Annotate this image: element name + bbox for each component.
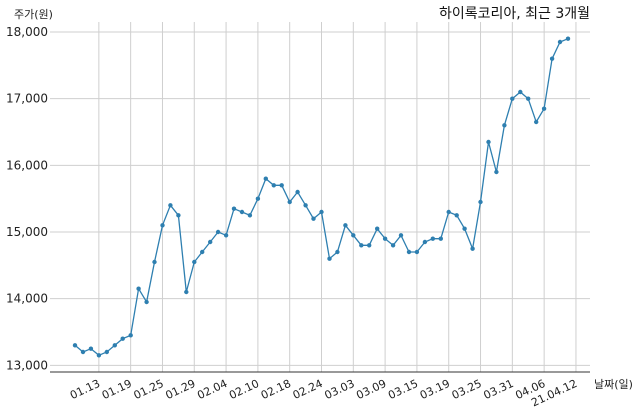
- data-point: [526, 96, 531, 101]
- data-point: [271, 183, 276, 188]
- data-point: [390, 243, 396, 248]
- chart-title: 하이록코리아, 최근 3개월: [439, 6, 590, 22]
- data-point: [367, 243, 372, 248]
- data-point: [72, 343, 78, 348]
- data-point: [502, 123, 507, 128]
- data-point: [152, 259, 157, 265]
- x-tick-label: 03.25: [450, 377, 484, 402]
- x-tick-label: 03.19: [418, 377, 452, 402]
- x-tick-label: 02.10: [227, 377, 261, 402]
- data-point: [120, 336, 125, 341]
- y-tick-labels: 13,000 14,000 15,000 16,000 17,000 18,000: [6, 25, 48, 372]
- data-point: [80, 349, 86, 355]
- data-point: [303, 203, 308, 208]
- data-point: [168, 203, 173, 208]
- data-point: [327, 256, 332, 261]
- x-axis-label: 날짜(일): [594, 377, 633, 391]
- data-point: [414, 249, 420, 255]
- data-point: [239, 209, 245, 215]
- x-tick-label: 01.29: [163, 377, 197, 402]
- y-tick-label: 14,000: [6, 292, 48, 306]
- x-tick-label: 02.24: [291, 377, 325, 402]
- data-point: [184, 289, 189, 295]
- data-point: [263, 176, 268, 181]
- x-tick-label: 03.31: [482, 377, 516, 402]
- data-point: [454, 213, 459, 218]
- data-point: [319, 209, 324, 215]
- x-tick-label: 03.09: [354, 377, 388, 402]
- data-point: [311, 216, 316, 221]
- data-point: [462, 226, 467, 231]
- data-point: [104, 349, 110, 355]
- data-point: [279, 183, 284, 188]
- x-tick-label: 01.13: [68, 377, 102, 402]
- data-point: [398, 233, 404, 238]
- data-point: [200, 249, 205, 255]
- data-point: [176, 213, 181, 218]
- data-point: [375, 226, 380, 231]
- x-tick-label: 02.18: [259, 377, 293, 402]
- x-tick-label: 02.04: [195, 377, 229, 402]
- data-point: [534, 119, 539, 125]
- data-point: [144, 299, 149, 305]
- data-point: [359, 243, 364, 248]
- y-tick-label: 15,000: [6, 225, 48, 239]
- x-tick-label: 01.25: [132, 377, 166, 402]
- data-point: [438, 236, 443, 241]
- data-point: [247, 213, 253, 218]
- data-point: [215, 229, 221, 235]
- data-point: [287, 199, 292, 205]
- data-point: [470, 246, 475, 251]
- x-tick-labels: 01.1301.1901.2501.2902.0402.1002.1802.24…: [68, 377, 579, 409]
- x-tick-label: 03.03: [323, 377, 357, 402]
- x-tick-label: 01.19: [100, 377, 134, 402]
- grid-layer: [50, 22, 590, 372]
- data-point: [430, 236, 435, 241]
- y-tick-label: 18,000: [6, 25, 48, 39]
- x-tick-label: 03.15: [386, 377, 420, 402]
- data-point: [128, 333, 133, 338]
- data-point: [343, 223, 348, 228]
- data-point: [231, 206, 237, 211]
- data-point: [382, 236, 388, 241]
- y-tick-label: 16,000: [6, 158, 48, 172]
- data-point: [160, 223, 165, 228]
- data-point: [557, 39, 563, 45]
- data-point: [478, 199, 483, 205]
- data-point: [192, 259, 197, 265]
- y-axis-label: 주가(원): [14, 8, 53, 21]
- data-point: [406, 249, 412, 255]
- data-point: [96, 353, 102, 358]
- data-point: [351, 233, 356, 238]
- data-point: [112, 343, 118, 348]
- data-point: [486, 139, 491, 145]
- data-point: [422, 239, 428, 245]
- data-point: [446, 209, 451, 215]
- data-point: [494, 169, 499, 175]
- data-point: [549, 56, 555, 61]
- data-point: [88, 346, 94, 351]
- data-point: [335, 249, 340, 255]
- data-point: [223, 233, 229, 238]
- y-tick-label: 17,000: [6, 92, 48, 106]
- data-point: [510, 96, 515, 101]
- data-point: [295, 189, 300, 195]
- data-point: [208, 239, 213, 245]
- data-point: [541, 106, 547, 111]
- data-point: [518, 89, 523, 95]
- data-points: [72, 36, 571, 358]
- data-point: [255, 196, 261, 201]
- data-point: [565, 36, 571, 41]
- y-tick-label: 13,000: [6, 358, 48, 372]
- data-point: [136, 286, 141, 291]
